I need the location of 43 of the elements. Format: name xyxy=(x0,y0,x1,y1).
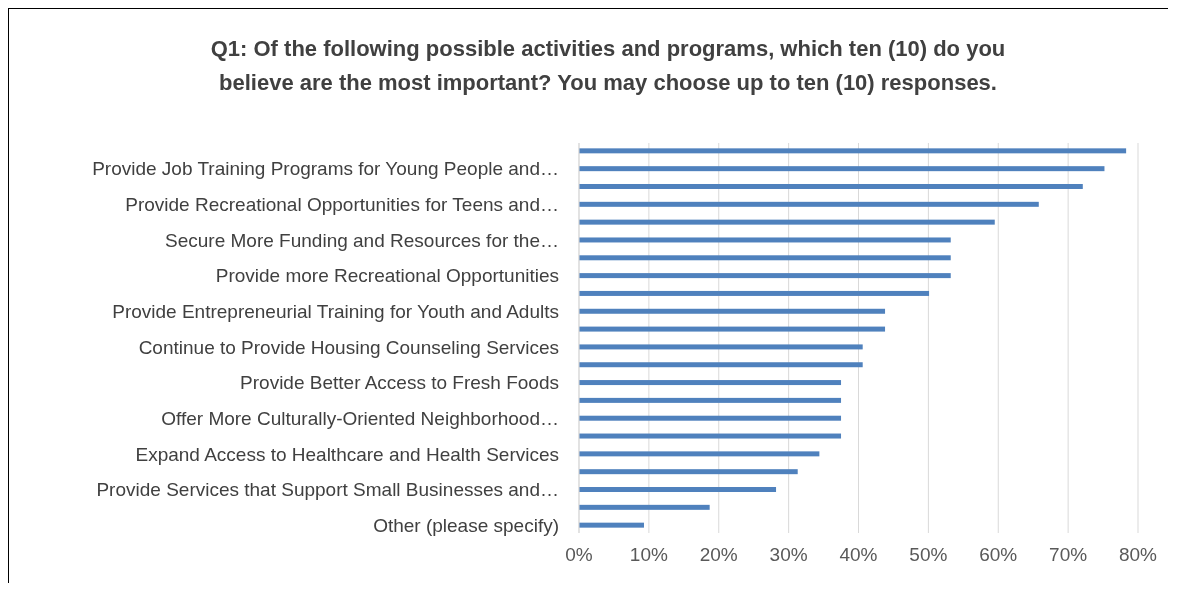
bar xyxy=(579,522,644,528)
bar xyxy=(579,415,842,421)
y-tick-label: Provide Better Access to Fresh Foods xyxy=(240,372,559,394)
x-tick-label: 80% xyxy=(1118,544,1158,565)
bar xyxy=(579,451,820,457)
bar xyxy=(579,380,842,386)
bar xyxy=(579,237,951,243)
bar xyxy=(579,504,710,510)
bar xyxy=(579,487,777,492)
bar xyxy=(579,148,1127,154)
y-tick-label: Provide Services that Support Small Businesses and… xyxy=(96,479,559,501)
bar xyxy=(579,166,1105,172)
x-tick-label: 10% xyxy=(629,544,668,565)
bar xyxy=(579,326,886,332)
bar xyxy=(579,344,863,350)
bar xyxy=(579,362,863,368)
x-tick-label: 40% xyxy=(839,544,878,565)
bar xyxy=(579,273,951,279)
bar xyxy=(579,397,842,403)
x-tick-label: 30% xyxy=(769,544,808,565)
bar xyxy=(579,290,930,296)
chart-title: Q1: Of the following possible activities and programs, which ten (10) do you believe are the most important? You may choose up to ten (10) responses. xyxy=(210,36,1006,95)
x-tick-label: 50% xyxy=(909,544,948,565)
y-tick-label: Other (please specify) xyxy=(373,514,559,536)
y-tick-label: Provide more Recreational Opportunities xyxy=(215,265,559,287)
bar xyxy=(579,255,951,261)
x-tick-label: 70% xyxy=(1049,544,1088,565)
bar xyxy=(579,184,1083,189)
bar xyxy=(579,433,842,439)
y-tick-label: Secure More Funding and Resources for the… xyxy=(165,229,559,251)
y-tick-label: Provide Recreational Opportunities for Teens and… xyxy=(125,193,559,215)
y-tick-label: Provide Entrepreneurial Training for Youth and Adults xyxy=(112,300,559,322)
bar xyxy=(579,201,1039,207)
y-tick-label: Expand Access to Healthcare and Health Services xyxy=(135,443,559,465)
x-tick-label: 20% xyxy=(699,544,738,565)
y-tick-label: Offer More Culturally-Oriented Neighborhood… xyxy=(161,407,559,429)
y-tick-label: Continue to Provide Housing Counseling Services xyxy=(138,336,559,358)
bar xyxy=(579,219,995,225)
x-tick-label: 60% xyxy=(979,544,1018,565)
y-tick-label: Provide Job Training Programs for Young People and… xyxy=(92,158,559,180)
bar xyxy=(579,469,798,475)
x-tick-label: 0% xyxy=(565,544,593,565)
bar xyxy=(579,308,886,314)
